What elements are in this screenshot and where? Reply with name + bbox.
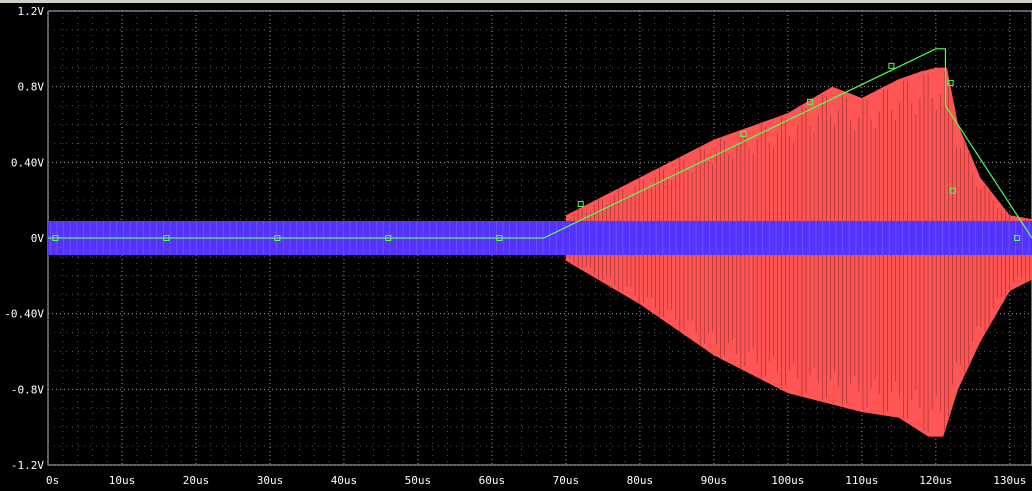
y-axis: 1.2V 0.8V 0.40V 0V -0.40V -0.8V -1.2V [4,5,44,472]
traces [48,48,1032,437]
series-ramp-marker [740,130,747,137]
series-ramp-marker [888,62,895,69]
series-ramp-marker [807,98,814,105]
y-tick-label: 0.8V [18,81,45,94]
y-tick-label: 0V [31,232,45,245]
x-tick-label: 70us [553,474,580,487]
x-tick-label: 80us [627,474,654,487]
y-tick-label: -0.40V [4,308,44,321]
series-ramp-marker [274,235,281,241]
x-tick-label: 30us [257,474,284,487]
grid [47,10,1032,466]
series-ramp-marker [947,79,954,86]
series-ramp-marker [163,235,170,241]
series-ramp-marker [577,200,584,207]
x-tick-label: 60us [479,474,506,487]
x-axis: 0s 10us 20us 30us 40us 50us 60us 70us 80us 90us 10… [46,474,1026,487]
x-tick-label: 40us [331,474,358,487]
series-ramp-marker [496,235,503,241]
x-tick-label: 50us [405,474,432,487]
series-ramp [48,48,1032,239]
series-ramp-marker [1014,235,1021,241]
y-tick-label: -1.2V [11,459,44,472]
x-tick-label: 90us [701,474,728,487]
series-ramp-marker [385,235,392,241]
series-ramp-marker [52,235,59,241]
y-tick-label: 1.2V [18,5,45,18]
x-tick-label: 0s [46,474,59,487]
x-tick-label: 10us [109,474,136,487]
x-tick-label: 20us [183,474,210,487]
x-tick-label: 120us [919,474,952,487]
x-tick-label: 100us [771,474,804,487]
window-top-border [0,0,1032,3]
y-tick-label: 0.40V [11,156,44,169]
x-tick-label: 110us [845,474,878,487]
x-tick-label: 130us [993,474,1026,487]
series-ramp-marker [949,187,956,194]
y-tick-label: -0.8V [11,383,44,396]
